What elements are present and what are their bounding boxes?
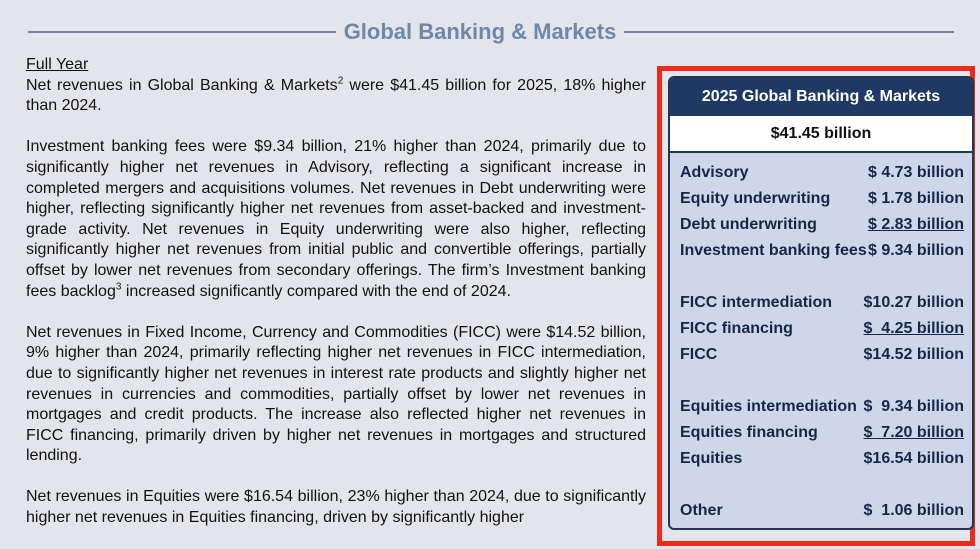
panel-row: FICC intermediation $10.27 billion [680,290,964,316]
panel-row: FICC financing $ 4.25 billion [680,316,964,342]
text-run: increased significantly compared with th… [121,282,511,300]
row-label: Equities financing [680,424,818,441]
row-value: $ 4.73 billion [867,164,964,181]
spacer [680,264,964,290]
panel-row: Advisory $ 4.73 billion [680,160,964,186]
row-value: $ 9.34 billion [867,242,964,259]
panel-row: Equities financing $ 7.20 billion [680,420,964,446]
body-text: Full Year Net revenues in Global Banking… [26,55,646,549]
paragraph: Net revenues in Equities were $16.54 bil… [26,487,646,528]
row-value: $ 2.83 billion [867,216,964,233]
panel-total: $41.45 billion [670,116,972,153]
row-label: Advisory [680,164,749,181]
footnote-ref: 3 [115,281,122,293]
title: Global Banking & Markets [0,19,960,45]
row-label: FICC intermediation [680,294,833,311]
panel-row: Other $ 1.06 billion [680,498,964,524]
row-value: $ 9.34 billion [863,398,964,415]
row-value: $14.52 billion [863,346,964,363]
row-label: FICC [680,346,718,363]
row-label: FICC financing [680,320,793,337]
text-run: Net revenues in Global Banking & Markets [26,76,338,94]
paragraph: Investment banking fees were $9.34 billi… [26,137,646,302]
subheading: Full Year [26,56,89,73]
summary-box: 2025 Global Banking & Markets $41.45 bil… [668,76,974,530]
row-value: $ 7.20 billion [863,424,964,441]
row-label: Equities [680,450,743,467]
panel-row: Equity underwriting $ 1.78 billion [680,186,964,212]
row-label: Other [680,502,723,519]
panel-row: Equities intermediation $ 9.34 billion [680,394,964,420]
text-run: Net revenues in Equities were $16.54 bil… [26,488,646,527]
row-label: Equity underwriting [680,190,831,207]
text-run: Net revenues in Fixed Income, Currency a… [26,323,646,465]
row-value: $16.54 billion [863,450,964,467]
row-value: $ 1.78 billion [867,190,964,207]
panel-row: FICC $14.52 billion [680,342,964,368]
title-text: Global Banking & Markets [335,19,625,44]
row-value: $ 4.25 billion [863,320,964,337]
summary-panel: 2025 Global Banking & Markets $41.45 bil… [657,66,975,546]
row-value: $ 1.06 billion [863,502,964,519]
panel-title: 2025 Global Banking & Markets [670,78,972,116]
panel-row: Investment banking fees $ 9.34 billion [680,238,964,264]
panel-row: Debt underwriting $ 2.83 billion [680,212,964,238]
row-label: Debt underwriting [680,216,817,233]
spacer [680,368,964,394]
paragraph: Net revenues in Fixed Income, Currency a… [26,323,646,467]
panel-row: Equities $16.54 billion [680,446,964,472]
spacer [680,472,964,498]
row-value: $10.27 billion [863,294,964,311]
panel-rows: Advisory $ 4.73 billion Equity underwritin… [670,153,972,524]
text-run: were $41.45 billion for 2025, 18% higher… [26,76,647,115]
text-run: Investment banking fees were $9.34 billi… [26,138,646,300]
footnote-ref: 2 [337,75,344,87]
paragraph: Net revenues in Global Banking & Markets… [26,76,646,117]
row-label: Investment banking fees [680,242,867,259]
row-label: Equities intermediation [680,398,857,415]
